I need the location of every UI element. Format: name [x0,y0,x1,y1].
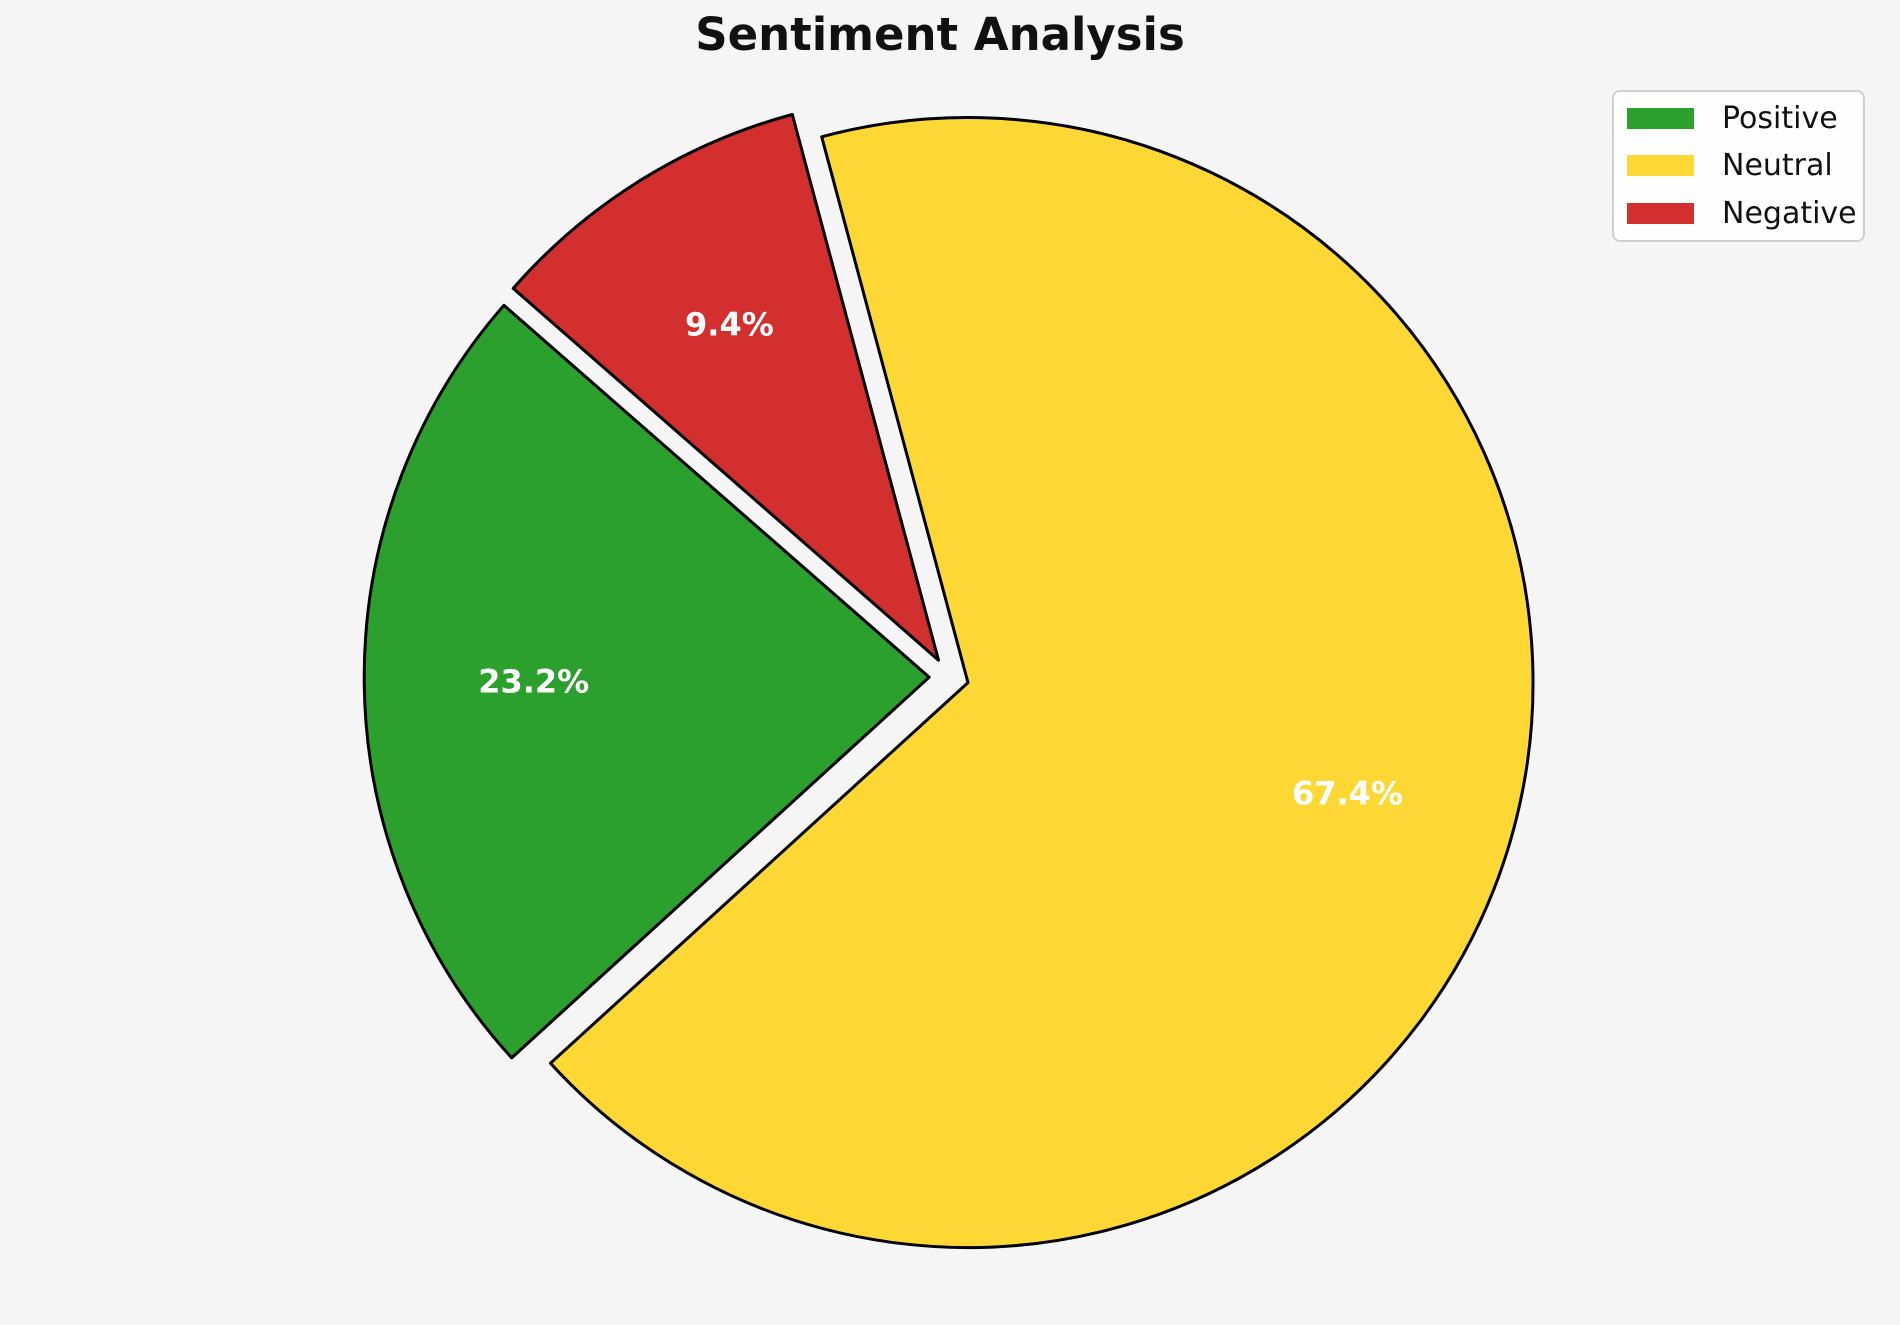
pie-slice-negative [511,113,940,662]
legend-item-negative: Negative [1614,190,1863,236]
legend-label-neutral: Neutral [1722,148,1833,184]
legend-swatch-positive [1627,108,1694,130]
legend-label-negative: Negative [1722,195,1857,231]
pct-label-negative: 9.4% [685,306,774,344]
pie-slice-positive [362,303,931,1060]
legend: Positive Neutral Negative [1612,90,1865,242]
legend-item-neutral: Neutral [1614,143,1863,189]
pie-slice-neutral [549,116,1535,1250]
legend-swatch-neutral [1627,155,1694,177]
pct-label-neutral: 67.4% [1292,775,1403,813]
pct-label-positive: 23.2% [478,662,589,700]
legend-label-positive: Positive [1722,101,1838,137]
legend-item-positive: Positive [1614,96,1863,142]
chart-title: Sentiment Analysis [695,8,1185,61]
legend-swatch-negative [1627,202,1694,224]
